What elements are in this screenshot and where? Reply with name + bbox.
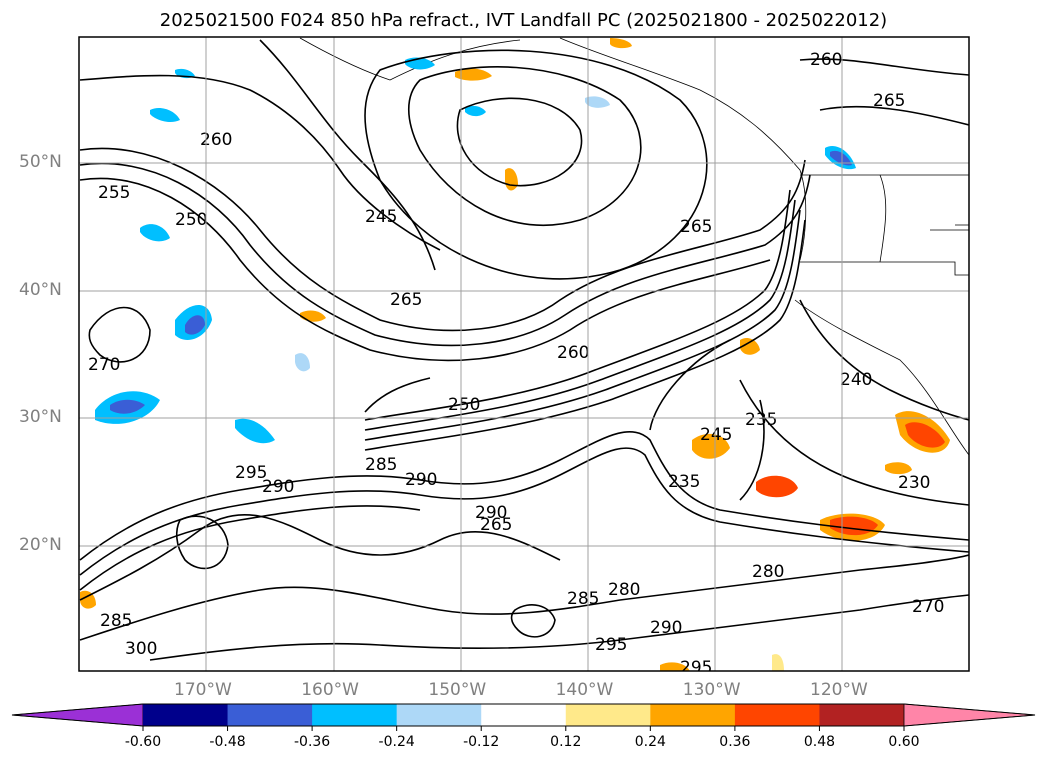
colorbar-tick-label: -0.48 <box>209 734 246 750</box>
contour-label: 295 <box>595 635 627 655</box>
colorbar-tick-label: -0.36 <box>293 734 331 750</box>
contour-label: 270 <box>912 597 944 617</box>
lon-label: 120°W <box>810 680 868 700</box>
contour-label: 285 <box>365 455 397 475</box>
contour-label: 260 <box>810 50 842 70</box>
contour-label: 260 <box>557 343 589 363</box>
colorbar-swatch <box>650 704 736 726</box>
contour-label: 235 <box>745 410 777 430</box>
contour-label: 265 <box>480 515 512 535</box>
contour-label: 250 <box>448 395 480 415</box>
contour-label: 285 <box>567 589 599 609</box>
coastline <box>299 37 969 456</box>
colorbar <box>11 703 1036 731</box>
lon-label: 140°W <box>555 680 614 700</box>
contour-label: 295 <box>235 463 267 483</box>
contour-label: 240 <box>840 370 872 390</box>
map-frame <box>78 36 970 672</box>
colorbar-swatch <box>227 704 313 726</box>
map-title: 2025021500 F024 850 hPa refract., IVT La… <box>159 10 888 31</box>
colorbar-extend-high <box>903 703 1036 727</box>
colorbar-swatch <box>819 704 905 726</box>
contour-label: 280 <box>608 580 640 600</box>
colorbar-swatch <box>734 704 820 726</box>
contour-label: 290 <box>650 618 682 638</box>
lon-label: 170°W <box>174 680 232 700</box>
contour-label: 290 <box>475 503 507 523</box>
colorbar-swatch <box>143 704 229 726</box>
colorbar-tick-label: 0.12 <box>550 734 582 750</box>
colorbar-tick-label: 0.60 <box>888 734 920 750</box>
lat-label: 30°N <box>19 407 62 427</box>
colorbar-swatch <box>312 704 398 726</box>
contour-label: 290 <box>262 477 294 497</box>
colorbar-tick-label: -0.60 <box>124 734 162 750</box>
colorbar-tick-label: 0.36 <box>719 734 751 750</box>
colorbar-tick-label: 0.48 <box>803 734 836 750</box>
contour-label: 300 <box>125 639 157 659</box>
contour-label: 230 <box>898 473 930 493</box>
lat-label: 40°N <box>19 279 62 300</box>
contour-label: 255 <box>98 183 130 203</box>
colorbar-extend-low <box>11 703 144 727</box>
contour-label: 270 <box>88 355 120 375</box>
colorbar-swatch <box>481 704 567 726</box>
contour-label: 260 <box>200 130 232 150</box>
contour-label: 290 <box>405 470 437 490</box>
shading-positive <box>80 38 950 671</box>
colorbar-tick-label: -0.12 <box>463 734 500 750</box>
contour-label: 245 <box>365 207 397 227</box>
contour-label: 265 <box>390 290 422 310</box>
colorbar-tick-label: 0.24 <box>634 734 666 750</box>
contour-lines <box>79 39 969 661</box>
contour-label: 235 <box>668 472 700 492</box>
contour-label: 285 <box>100 611 132 631</box>
colorbar-tick-label: -0.24 <box>378 734 415 750</box>
shading-negative <box>95 57 856 444</box>
contour-label: 245 <box>700 425 732 445</box>
contour-label: 250 <box>175 210 207 230</box>
contour-label: 280 <box>752 562 784 582</box>
contour-label: 265 <box>680 217 712 237</box>
colorbar-swatch <box>396 704 482 726</box>
contour-label: 265 <box>873 91 905 111</box>
lon-label: 150°W <box>428 680 487 700</box>
lat-label: 20°N <box>19 534 62 555</box>
lon-label: 130°W <box>682 680 741 700</box>
contour-label: 295 <box>680 658 712 678</box>
lat-label: 50°N <box>19 152 62 172</box>
graticule <box>79 37 969 671</box>
lon-label: 160°W <box>301 680 359 700</box>
colorbar-swatch <box>565 704 651 726</box>
contour-label-layer: 255 250 260 245 265 270 280 285 290 295 … <box>88 50 944 678</box>
